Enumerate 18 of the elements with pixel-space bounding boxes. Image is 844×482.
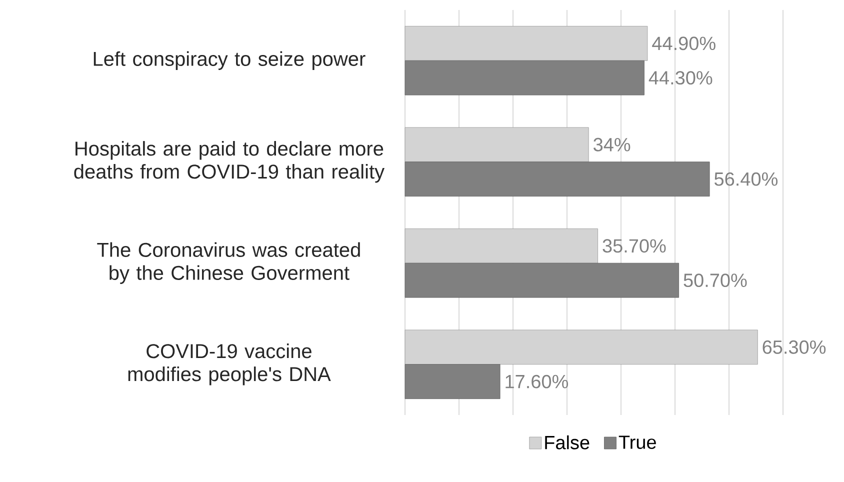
bar	[404, 60, 644, 96]
data-label: 65.30%	[762, 340, 826, 354]
legend-label: True	[618, 436, 656, 449]
y-tick-label: Hospitals are paid to declare more deaths from COVID-19 than reality	[74, 141, 385, 183]
data-label: 44.30%	[648, 71, 712, 85]
data-label: 17.60%	[506, 374, 568, 388]
y-tick-label: Left conspiracy to seize power	[94, 51, 366, 70]
y-tick-label: COVID-19 vaccine modifies people's DNA	[128, 344, 331, 386]
data-label: 35.70%	[602, 239, 666, 253]
bar	[404, 262, 679, 298]
bar	[404, 364, 500, 399]
data-label: 44.90%	[652, 36, 716, 50]
data-label: 56.40%	[714, 172, 778, 186]
y-tick-label: The Coronavirus was created by the Chinese Goverment	[97, 242, 360, 284]
legend-label: False	[545, 435, 590, 450]
bar	[404, 162, 710, 196]
data-label: 34%	[594, 138, 630, 152]
data-label: 50.70%	[684, 274, 747, 288]
